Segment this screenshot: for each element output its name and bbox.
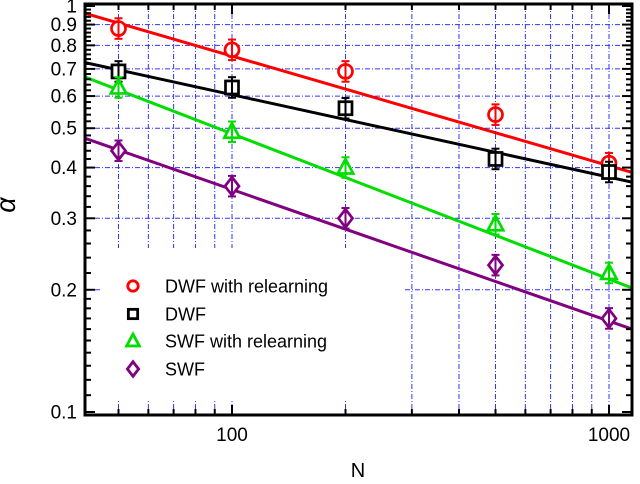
y-axis-title: α (0, 196, 21, 213)
tick-labels: 10.90.80.7 0.6 0.5 0.4 0.3 0.2 0.1 100 1000 (51, 0, 631, 446)
error-bar (491, 147, 500, 171)
y-tick-label: 0.2 (51, 280, 77, 301)
series-3 (109, 139, 618, 330)
legend-label: DWF (165, 305, 206, 325)
y-tick-label: 0.9 (51, 15, 77, 36)
x-axis-title: N (351, 460, 365, 482)
error-bar (605, 160, 613, 184)
error-bar (491, 212, 500, 236)
legend-item-1: DWF (126, 305, 206, 325)
error-bar (114, 139, 123, 163)
legend: DWF with relearning DWF SWF with relearnin… (124, 277, 328, 380)
legend-item-3: SWF (125, 359, 205, 380)
y-tick-label: 0.4 (51, 158, 78, 179)
fit-line-3 (85, 136, 632, 331)
error-bar (114, 17, 123, 40)
legend-label: DWF with relearning (165, 277, 328, 297)
error-bar (341, 207, 350, 230)
fit-line-2 (85, 75, 632, 290)
error-bar (228, 38, 236, 62)
fit-line-1 (85, 61, 632, 184)
error-bar (341, 96, 350, 120)
square-marker (126, 307, 140, 321)
circle-marker (126, 279, 140, 293)
error-bar (605, 307, 613, 330)
triangle-marker (124, 331, 142, 348)
error-bar (605, 261, 613, 285)
y-tick-label: 0.5 (51, 119, 77, 140)
error-bar (341, 60, 350, 83)
y-tick-label: 0.8 (51, 36, 77, 57)
error-bar (228, 174, 236, 198)
x-tick-label: 1000 (588, 425, 630, 446)
y-tick-label: 0.3 (51, 209, 77, 230)
legend-label: SWF (165, 360, 205, 380)
y-tick-label: 0.7 (51, 59, 77, 80)
error-bar (341, 156, 350, 179)
error-bar (114, 76, 123, 99)
x-tick-label: 100 (216, 425, 248, 446)
series-1 (110, 60, 617, 184)
error-bar (228, 76, 236, 99)
y-tick-label: 0.6 (51, 87, 77, 108)
error-bar (228, 120, 236, 144)
legend-item-0: DWF with relearning (126, 277, 328, 297)
y-tick-label: 1 (66, 0, 77, 18)
y-tick-label: 0.1 (51, 403, 77, 424)
legend-background (100, 248, 403, 400)
error-bar (491, 103, 500, 126)
legend-item-2: SWF with relearning (124, 331, 327, 352)
series-2 (108, 76, 619, 285)
diamond-marker (125, 359, 141, 379)
error-bar (491, 253, 500, 277)
fit-line-0 (85, 11, 632, 174)
axes (83, 2, 634, 417)
legend-label: SWF with relearning (165, 332, 327, 352)
